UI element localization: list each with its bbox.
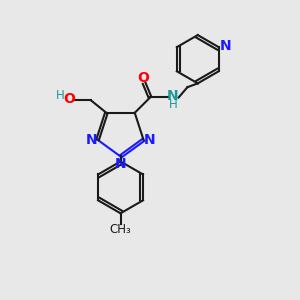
Text: N: N — [85, 133, 97, 147]
Text: O: O — [64, 92, 76, 106]
Text: N: N — [167, 89, 179, 103]
Text: N: N — [115, 157, 126, 171]
Text: H: H — [56, 88, 64, 102]
Text: CH₃: CH₃ — [110, 223, 131, 236]
Text: N: N — [219, 39, 231, 53]
Text: H: H — [169, 98, 177, 111]
Text: N: N — [144, 133, 156, 147]
Text: O: O — [138, 71, 149, 85]
